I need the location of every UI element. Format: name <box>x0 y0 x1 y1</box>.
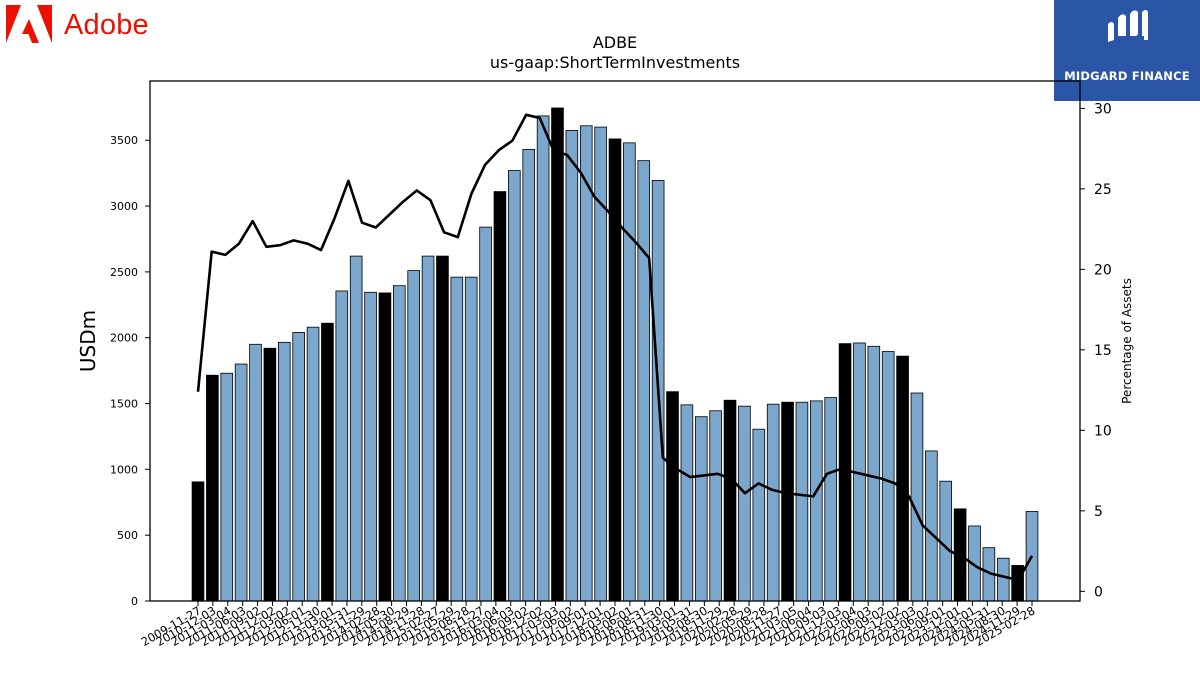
bar <box>1011 565 1024 602</box>
y-tick-label: 2500 <box>110 266 138 279</box>
bar <box>738 405 751 602</box>
y-tick-label: 3000 <box>110 200 138 213</box>
bar <box>335 290 349 602</box>
bar <box>234 363 248 602</box>
midgard-logo-icon <box>1108 10 1148 42</box>
bar <box>666 391 679 602</box>
bar <box>421 255 435 602</box>
bar <box>450 276 464 602</box>
bar <box>551 107 564 602</box>
bar <box>277 341 291 602</box>
bar <box>306 326 320 602</box>
bar <box>795 401 809 602</box>
bar <box>321 322 334 602</box>
y-tick-label: 0 <box>131 595 138 608</box>
bar <box>752 428 766 602</box>
bar <box>263 347 277 602</box>
bar <box>637 160 651 602</box>
y2-tick-label: 5 <box>1094 504 1103 520</box>
bar <box>766 403 780 602</box>
y2-tick-label: 10 <box>1094 423 1112 439</box>
badge-label: MIDGARD FINANCE <box>1064 69 1190 83</box>
bar <box>881 351 895 602</box>
y2-tick-label: 20 <box>1094 262 1112 278</box>
bar <box>206 374 219 602</box>
midgard-finance-badge: MIDGARD FINANCE <box>1054 0 1200 101</box>
bar <box>623 142 636 602</box>
bar <box>579 125 593 602</box>
y2-axis-label: Percentage of Assets <box>1120 278 1134 404</box>
bar <box>694 416 708 602</box>
bar <box>896 355 909 602</box>
bar <box>249 343 262 602</box>
bar <box>436 255 449 602</box>
y-tick-label: 2000 <box>110 332 138 345</box>
bar <box>709 410 722 602</box>
bar <box>220 372 234 602</box>
brand-name: Adobe <box>64 8 149 41</box>
adobe-logo-icon <box>6 5 52 43</box>
bar <box>378 292 392 602</box>
y2-tick-label: 30 <box>1094 101 1112 117</box>
bar <box>364 291 377 602</box>
bar <box>925 450 938 602</box>
bar <box>292 332 305 602</box>
chart-title: ADBE <box>593 33 637 52</box>
bar <box>393 285 406 602</box>
bar <box>522 149 536 602</box>
bar <box>723 399 737 602</box>
bar <box>810 400 823 602</box>
bar <box>464 276 478 602</box>
bar <box>493 191 507 602</box>
y2-tick-label: 25 <box>1094 182 1112 198</box>
bar <box>680 404 694 602</box>
bar <box>407 270 420 602</box>
y-tick-label: 1500 <box>110 398 138 411</box>
y-tick-label: 3500 <box>110 134 138 147</box>
y-tick-label: 500 <box>117 529 138 542</box>
bar <box>565 129 579 602</box>
y-tick-label: 1000 <box>110 463 138 476</box>
y-axis-label: USDm <box>76 310 100 372</box>
bar <box>996 557 1010 602</box>
adobe-logo: Adobe <box>6 4 149 46</box>
line-series <box>196 113 1034 582</box>
bar <box>824 397 837 602</box>
bar <box>910 392 924 602</box>
chart-subtitle: us-gaap:ShortTermInvestments <box>490 53 740 72</box>
y2-tick-label: 15 <box>1094 343 1112 359</box>
bar <box>781 401 794 602</box>
bar <box>479 226 492 602</box>
bar <box>349 255 363 602</box>
bar <box>608 138 622 602</box>
y2-tick-label: 0 <box>1094 584 1103 600</box>
bar <box>508 170 521 602</box>
bar <box>867 345 881 602</box>
bar <box>536 115 550 602</box>
bar <box>191 481 205 602</box>
bar <box>939 480 953 602</box>
